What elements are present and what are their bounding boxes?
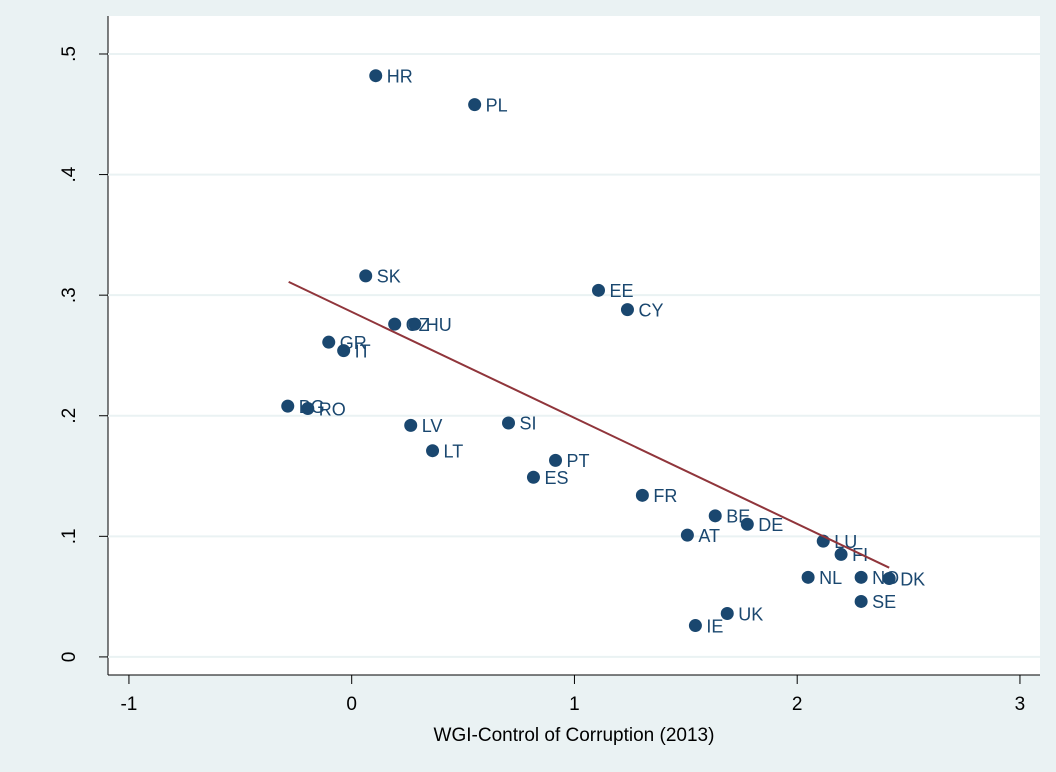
point xyxy=(680,528,694,542)
point-label: IT xyxy=(355,341,371,361)
point-label: EE xyxy=(610,281,634,301)
point-label: IE xyxy=(706,616,723,636)
x-tick-label: 2 xyxy=(792,694,803,715)
point xyxy=(549,453,563,467)
point-label: UK xyxy=(738,604,763,624)
point-label: DE xyxy=(758,515,783,535)
point-label: CY xyxy=(638,300,663,320)
point xyxy=(854,594,868,608)
point xyxy=(408,317,422,331)
y-tick-label: .3 xyxy=(59,287,80,303)
y-tick-label: .1 xyxy=(59,528,80,544)
point xyxy=(801,570,815,584)
point-label: LV xyxy=(422,416,443,436)
point-label: PL xyxy=(486,95,508,115)
point-label: LT xyxy=(444,441,464,461)
point xyxy=(404,418,418,432)
point-label: FI xyxy=(852,545,868,565)
point-label: SK xyxy=(377,267,401,287)
point xyxy=(281,399,295,413)
point xyxy=(620,303,634,317)
point xyxy=(502,416,516,430)
point-label: ES xyxy=(544,468,568,488)
point xyxy=(740,517,754,531)
point-label: HR xyxy=(387,66,413,86)
x-axis-label: WGI-Control of Corruption (2013) xyxy=(434,725,715,746)
point-label: PT xyxy=(567,451,590,471)
y-tick-label: 0 xyxy=(59,652,80,663)
point xyxy=(720,607,734,621)
point xyxy=(359,269,373,283)
point-label: SE xyxy=(872,592,896,612)
point xyxy=(592,283,606,297)
y-tick-label: .2 xyxy=(59,408,80,424)
point-label: HU xyxy=(426,315,452,335)
x-tick-label: 0 xyxy=(346,694,357,715)
point-label: NL xyxy=(819,568,842,588)
point-label: SI xyxy=(520,414,537,434)
y-tick-label: .4 xyxy=(59,166,80,182)
point xyxy=(337,344,351,358)
point xyxy=(854,570,868,584)
point xyxy=(322,335,336,349)
y-tick-label: .5 xyxy=(59,46,80,62)
point xyxy=(301,402,315,416)
point xyxy=(468,98,482,112)
x-tick-label: 1 xyxy=(569,694,580,715)
point xyxy=(526,470,540,484)
point xyxy=(388,317,402,331)
point xyxy=(834,547,848,561)
point xyxy=(688,619,702,633)
point-label: FR xyxy=(653,486,677,506)
point-label: RO xyxy=(319,399,346,419)
point xyxy=(882,572,896,586)
point xyxy=(426,444,440,458)
x-tick-label: -1 xyxy=(120,694,137,715)
point xyxy=(369,69,383,83)
x-tick-label: 3 xyxy=(1015,694,1026,715)
point xyxy=(635,488,649,502)
point-label: LU xyxy=(834,532,857,552)
point xyxy=(708,509,722,523)
point-label: DK xyxy=(900,569,925,589)
point-label: AT xyxy=(698,526,720,546)
fit-line xyxy=(288,280,890,569)
